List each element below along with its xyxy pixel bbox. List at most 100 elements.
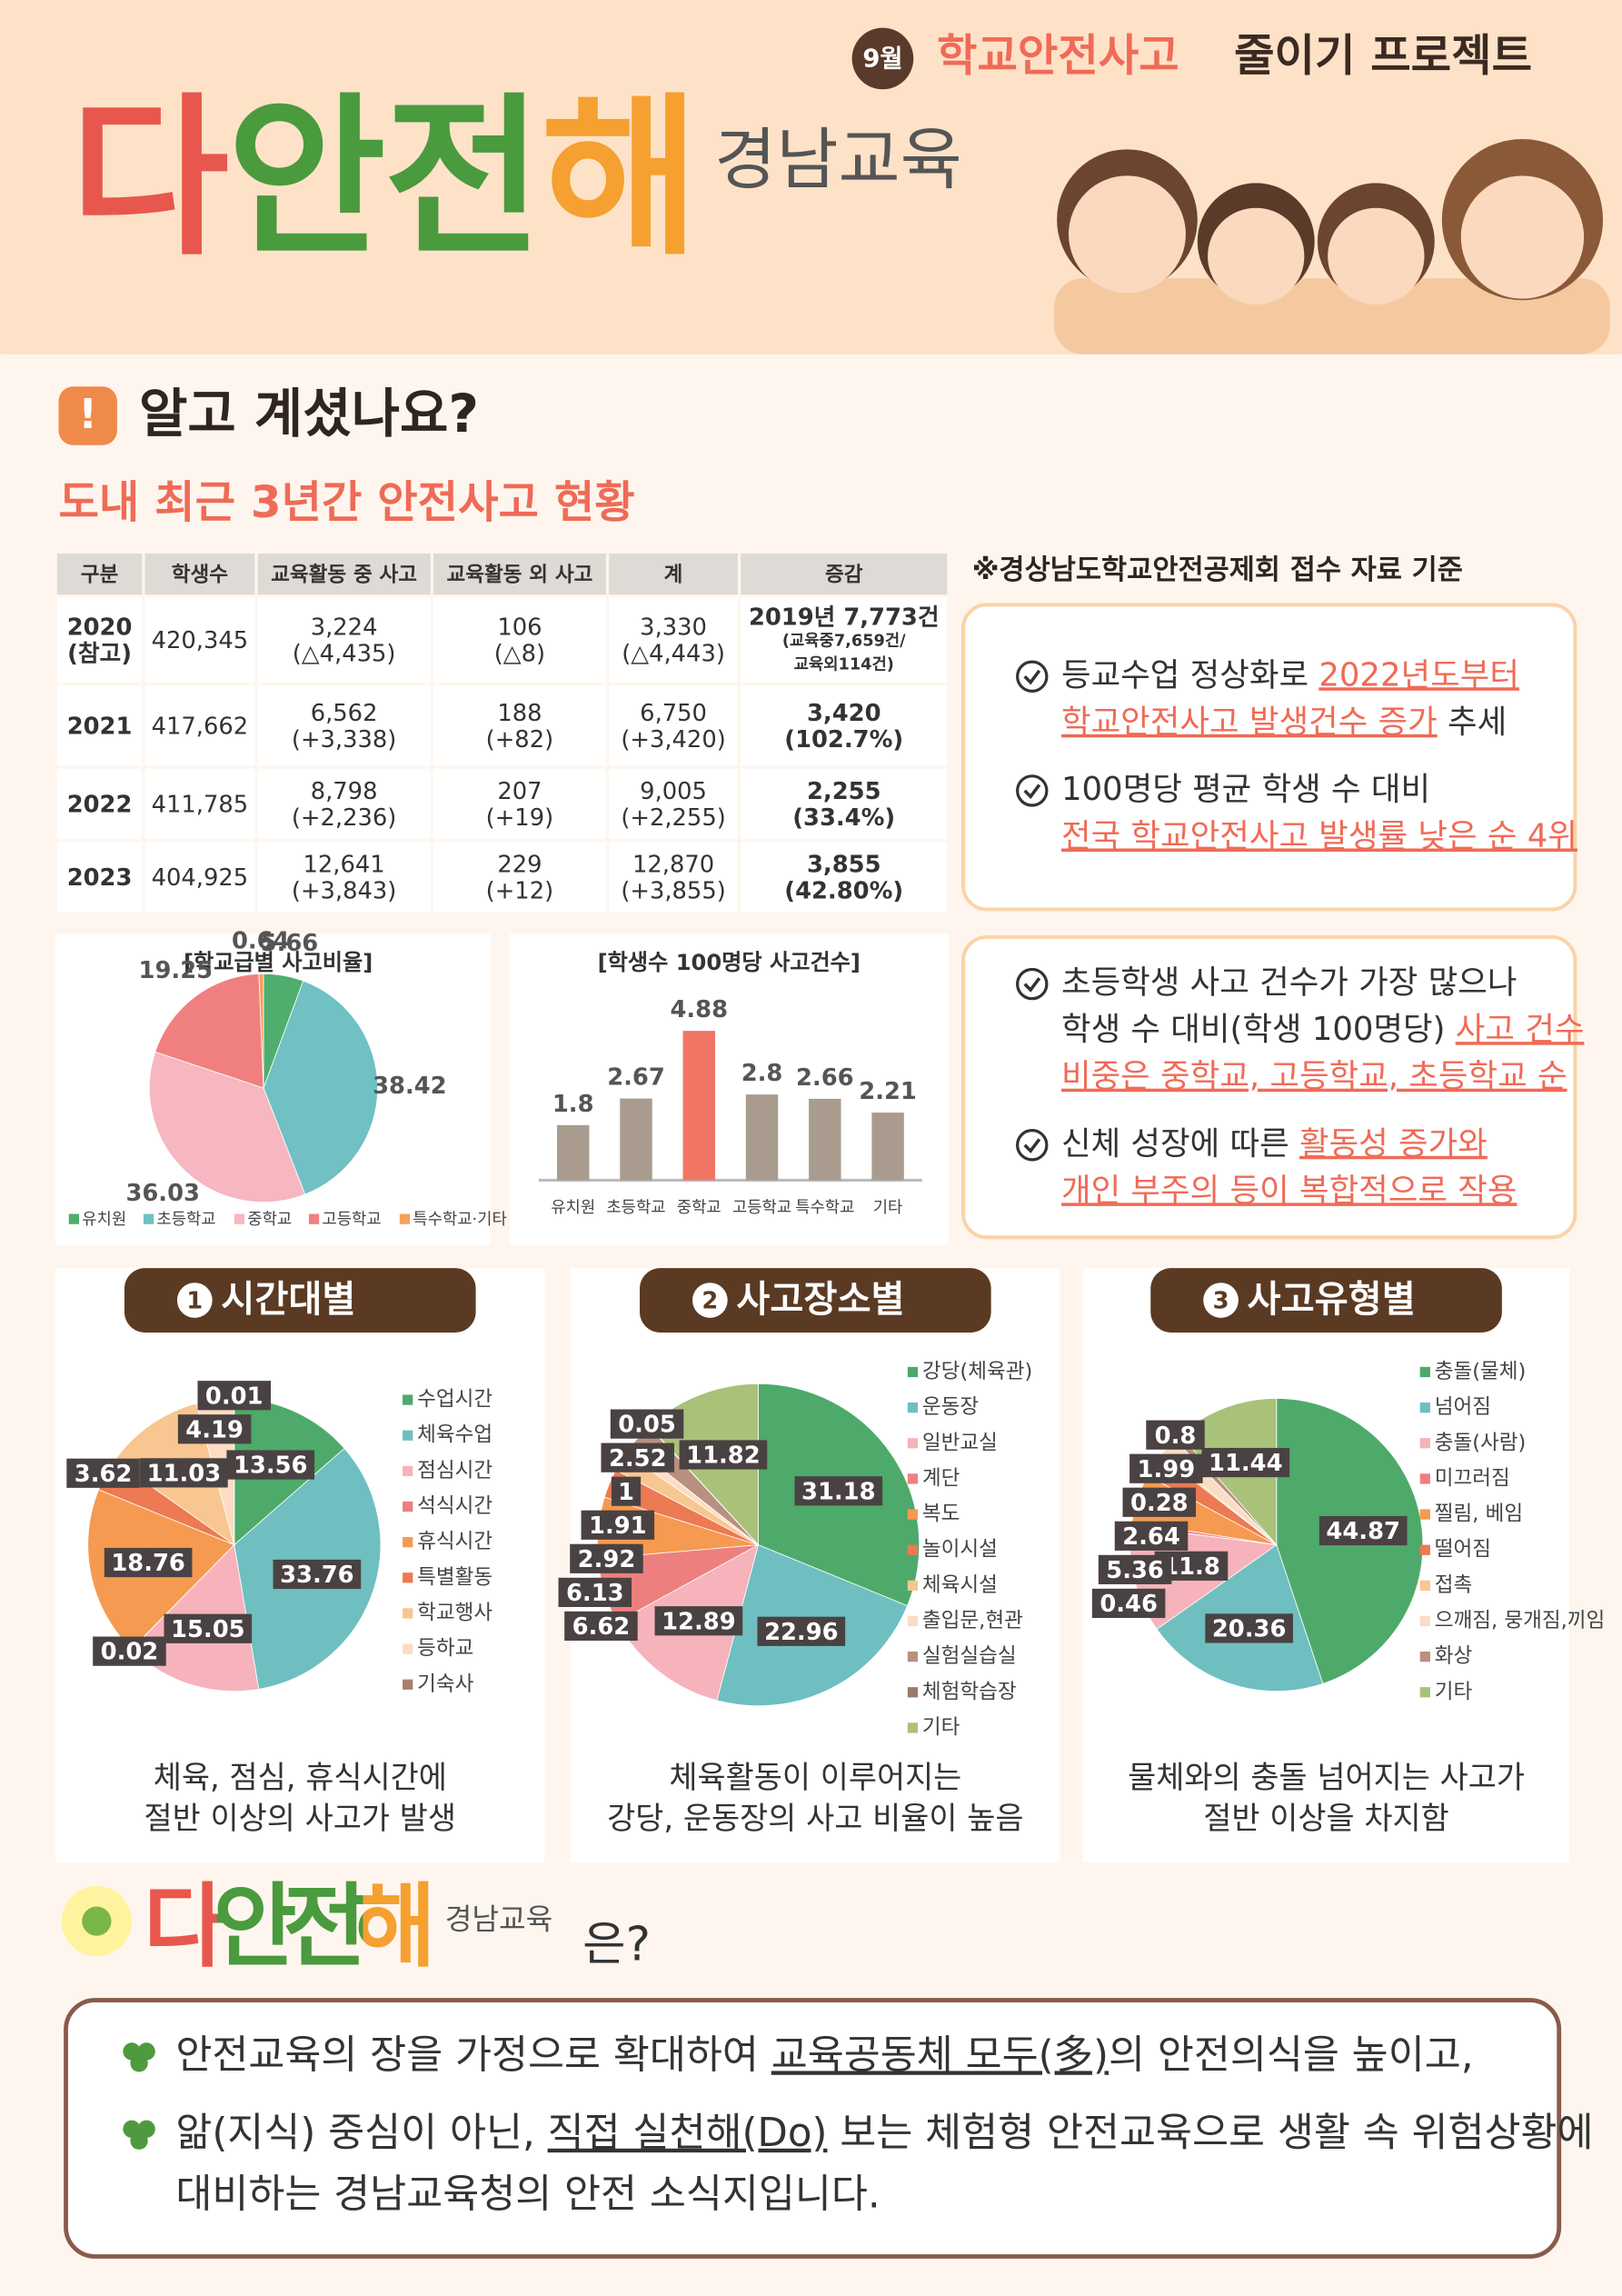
legend-label: 넘어짐 [1435,1395,1491,1419]
x-tick-label: 유치원 [551,1198,595,1217]
table-text: 12,641 [304,852,385,879]
table-text: 3,330 [640,614,707,642]
value-label: 2.66 [796,1064,854,1092]
text-line: 등교수업 정상화로 2022년도부터 [1061,656,1519,694]
value-label-box [1201,1447,1290,1478]
legend-swatch [1419,1544,1430,1555]
table-text: (+3,420) [621,726,725,754]
table-text: 교육외114건) [794,654,894,674]
table-cell [56,684,143,766]
legend-swatch [907,1509,919,1520]
legend-swatch [1419,1580,1430,1591]
value-label: 6.13 [566,1580,624,1607]
table-text: (+19) [486,804,553,832]
text: 보는 체험형 안전교육으로 생활 속 위험상황에 [827,2110,1593,2155]
face [1069,175,1186,294]
check-mark [1023,1138,1041,1153]
table-header: 구분 [81,564,119,587]
highlight-text: 전국 학교안전사고 발생률 낮은 순 4위 [1061,817,1577,854]
table-text: 6,750 [640,700,707,727]
legend-label: 놀이시설 [922,1538,998,1562]
value-label: 6.62 [572,1613,631,1641]
legend-swatch [907,1687,919,1698]
table-text: (참고) [67,641,132,668]
value-label: 33.76 [280,1562,353,1589]
value-label: 3.62 [75,1461,133,1488]
table-header-cell [433,553,606,595]
value-label-box [679,1440,768,1470]
table-text: 106 [497,614,542,642]
highlight-text: 사고 건수 [1456,1011,1585,1048]
text: 안전교육의 장을 가정으로 확대하여 [175,2032,771,2078]
table-text: 8,798 [311,778,378,805]
value-label: 0.02 [101,1639,159,1666]
text-line: 신체 성장에 따른 활동성 증가와 [1061,1125,1488,1163]
value-label: 4.88 [670,996,728,1023]
table-text: (33.4%) [792,804,895,832]
value-label: 11.82 [686,1442,760,1470]
legend-swatch [143,1213,154,1224]
value-label-box [1098,1554,1172,1584]
legend-label: 미끄러짐 [1435,1466,1510,1490]
legend-label: 기숙사 [417,1672,473,1696]
legend-swatch [907,1722,919,1733]
value-label: 0.05 [618,1412,676,1439]
value-label: 0.64 [232,928,290,955]
value-label: 2.8 [741,1060,783,1087]
tab-number-badge [1203,1283,1239,1318]
tab-header [1150,1268,1502,1333]
legend-label: 학교행사 [417,1601,493,1624]
value-label-box [1318,1515,1408,1546]
value-label: 31.18 [801,1478,875,1505]
table-cell [741,684,948,766]
legend-label: 강당(체육관) [922,1360,1032,1383]
highlight-text: 개인 부주의 등이 복합적으로 작용 [1061,1172,1518,1209]
x-tick-label: 초등학교 [606,1198,665,1217]
chart-caption: 물체와의 충돌 넘어지는 사고가 [1128,1760,1525,1795]
table-header: 증감 [825,564,863,587]
legend-swatch [403,1465,413,1477]
pie-slice [148,1051,306,1203]
value-label-box [611,1476,642,1506]
text-line: 학생 수 대비(학생 100명당) 사고 건수 [1061,1011,1584,1048]
chart-caption: 체육, 점심, 휴식시간에 [154,1760,447,1795]
value-label: 12.89 [662,1608,736,1635]
sprout [82,1906,112,1936]
table-header-cell [741,553,948,595]
check-icon [1016,774,1049,807]
footer-logo: 다안전해 [144,1873,436,1980]
month: 9월 [862,45,902,74]
highlight-text: 2022년도부터 [1318,656,1519,694]
table-cell [144,842,255,913]
table-cell [257,684,431,766]
value-label-box [654,1606,743,1636]
highlight-text: 비중은 중학교, 고등학교, 초등학교 순 [1061,1058,1567,1095]
text: 초등학생 사고 건수가 가장 많으나 [1061,964,1518,1002]
value-label: 36.03 [125,1180,200,1207]
table-text: 12,870 [632,852,714,879]
legend-label: 체육수업 [417,1423,493,1447]
table-text: (△8) [494,641,545,668]
highlight-text: 활동성 증가와 [1299,1125,1488,1163]
tab-header [640,1268,991,1333]
table-cell [741,842,948,913]
table-cell [144,684,255,766]
table-header: 계 [664,564,683,587]
value-label-box [1205,1613,1293,1643]
table-text: 188 [497,700,542,727]
legend-swatch [308,1213,320,1224]
legend-label: 수업시간 [417,1388,493,1412]
table-text: 207 [497,778,542,805]
table-text: (+3,843) [292,878,396,905]
value-label-box [226,1450,315,1480]
legend-label: 특수학교·기타 [413,1210,506,1229]
value-label: 1.91 [589,1512,647,1540]
table-text: 417,662 [152,713,249,740]
highlight-text: 학교안전사고 발생건수 증가 [1061,704,1438,741]
tab-number-badge [692,1283,728,1318]
value-label: 0.28 [1130,1490,1189,1517]
highlight-text: 직접 실천해(Do) [548,2110,828,2155]
logo: 다안전해 [70,78,700,279]
table-text: 229 [497,852,542,879]
table-cell [741,768,948,840]
